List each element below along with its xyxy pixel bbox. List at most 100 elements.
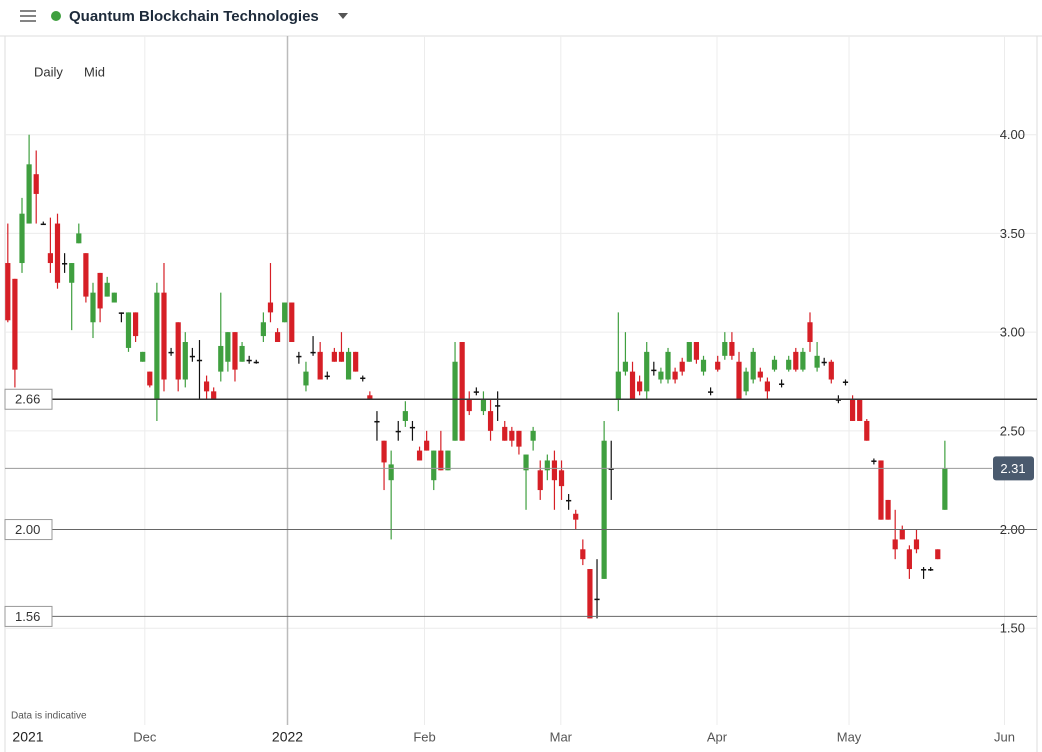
candle-body [232, 332, 238, 370]
candle-body [764, 381, 770, 392]
x-tick-label: May [837, 729, 862, 744]
candle-body [544, 460, 550, 471]
disclaimer: Data is indicative [11, 711, 87, 722]
level-label: 1.56 [15, 609, 40, 624]
candle-body [26, 164, 32, 224]
candle-body [651, 369, 657, 372]
candle-body [700, 359, 707, 372]
candle-body [736, 361, 742, 400]
candle-body [814, 355, 820, 368]
level-label-box [4, 388, 53, 410]
candle-body [218, 345, 224, 372]
candle-body [715, 361, 721, 370]
candle-body [111, 292, 117, 303]
candle-body [5, 263, 11, 321]
candle-body [147, 371, 153, 386]
candle-body [601, 440, 607, 579]
candle-body [118, 312, 124, 314]
price-type-label[interactable]: Mid [84, 64, 105, 79]
candle-body [253, 361, 259, 364]
candle-body [83, 253, 89, 297]
candle-body [189, 355, 195, 358]
candle-body [935, 549, 941, 560]
candle-body [622, 361, 629, 372]
candle-body [849, 399, 856, 421]
x-tick-label: 2021 [12, 729, 43, 745]
candle-body [274, 332, 281, 343]
menu-icon[interactable] [20, 10, 36, 22]
last-price-label: 2.31 [1000, 461, 1025, 476]
candle-body [132, 312, 139, 337]
candle-body [708, 391, 714, 393]
candle-body [239, 345, 245, 362]
candle-body [310, 351, 316, 354]
candle-body [324, 375, 330, 378]
candle-body [90, 292, 96, 323]
candle-body [40, 223, 46, 226]
candle-body [374, 420, 380, 423]
x-tick-label: Dec [133, 729, 157, 744]
candle-body [864, 420, 870, 441]
candle-body [260, 322, 266, 337]
candle-body [913, 539, 920, 550]
y-tick-label: 1.50 [1000, 621, 1025, 636]
candle-body [928, 569, 934, 571]
candle-body [842, 381, 849, 383]
candle-body [757, 371, 763, 378]
candle-body [54, 223, 61, 283]
candle-body [225, 332, 231, 362]
candle-body [473, 391, 479, 393]
candle-body [360, 377, 366, 380]
overlay: 1.50 2.00 2.50 3.00 3.50 4.00 2021 Dec 2022 Feb Ma… [4, 127, 1037, 745]
candle-body [537, 470, 543, 491]
instrument-title[interactable]: Quantum Blockchain Technologies [69, 8, 319, 25]
candle-body [196, 359, 203, 362]
candle-body [12, 278, 18, 370]
y-tick-label: 2.50 [1000, 423, 1025, 438]
status-dot [51, 11, 61, 21]
candle-body [367, 395, 373, 400]
candle-body [629, 371, 636, 400]
candle-body [69, 263, 75, 283]
candle-body [679, 361, 685, 372]
candle-body [516, 430, 522, 447]
candle-body [168, 351, 174, 354]
candle-body [345, 351, 352, 380]
interval-label[interactable]: Daily [34, 64, 63, 79]
candle-body [587, 569, 593, 619]
candle-body [495, 405, 501, 407]
candle-body [459, 342, 465, 441]
candle-body [338, 351, 345, 362]
level-label: 2.66 [15, 392, 40, 407]
candle-body [509, 430, 515, 441]
candle-body [828, 361, 834, 380]
candle-body [906, 549, 912, 570]
candle-body [530, 430, 536, 441]
candle-body [182, 342, 188, 380]
candle-body [388, 464, 394, 481]
candle-body [899, 529, 905, 540]
candle-body [47, 253, 54, 264]
candle-body [416, 450, 423, 461]
candle-body [686, 342, 692, 362]
candle-body [452, 361, 458, 441]
candle-body [487, 411, 494, 431]
candle-body [19, 213, 25, 264]
candle-body [729, 342, 735, 356]
candle-body [658, 371, 664, 380]
candle-body [175, 322, 181, 380]
candle-body [637, 381, 643, 392]
candle-body [835, 399, 841, 401]
candle-body [942, 468, 948, 510]
candle-body [778, 383, 785, 385]
candle-body [665, 351, 671, 380]
candle-body [431, 450, 437, 481]
candle-body [573, 513, 579, 520]
candle-body [644, 351, 650, 392]
candle-body [104, 282, 110, 297]
candle-body [466, 399, 472, 412]
candle-body [523, 454, 529, 471]
dropdown-caret[interactable] [338, 13, 348, 19]
candle-body [608, 468, 614, 470]
